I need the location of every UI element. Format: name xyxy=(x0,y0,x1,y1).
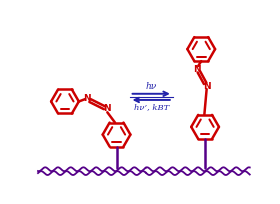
Text: hν: hν xyxy=(146,82,157,91)
Text: N: N xyxy=(83,94,91,103)
Text: N: N xyxy=(193,65,201,74)
Text: hν’, kBT: hν’, kBT xyxy=(134,103,169,111)
Text: N: N xyxy=(104,104,111,113)
Text: N: N xyxy=(203,82,211,91)
